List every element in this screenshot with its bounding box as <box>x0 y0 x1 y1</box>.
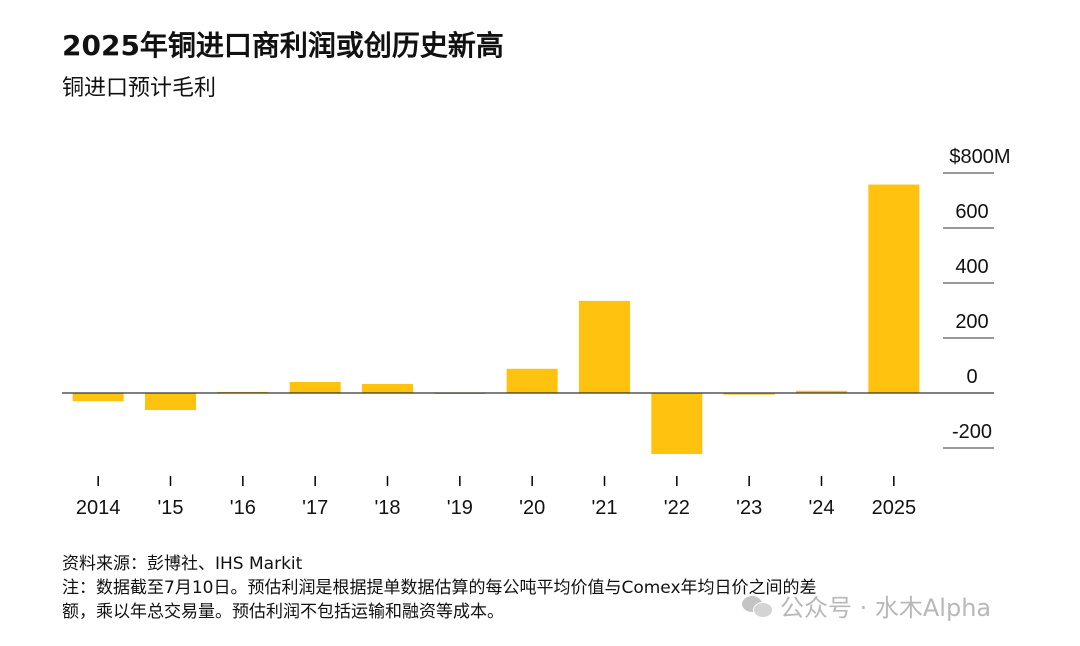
bar <box>362 383 413 393</box>
chart-subtitle: 铜进口预计毛利 <box>62 76 217 101</box>
bar <box>72 393 124 402</box>
x-tick-label: '17 <box>302 497 328 519</box>
bar <box>145 393 196 411</box>
note-line-2: 额，乘以年总交易量。预估利润不包括运输和融资等成本。 <box>62 602 504 622</box>
bar <box>723 393 775 395</box>
watermark: 公众号 · 水木Alpha <box>742 588 991 623</box>
wechat-icon <box>742 594 773 618</box>
x-tick-label: '19 <box>447 497 473 519</box>
x-tick-label: '24 <box>808 497 834 519</box>
chart-title: 2025年铜进口商利润或创历史新高 <box>62 29 504 62</box>
x-tick-label: 2025 <box>872 497 917 519</box>
x-tick-label: '15 <box>157 497 183 519</box>
bar <box>579 300 630 393</box>
y-tick-label: $800M <box>949 146 1010 168</box>
x-tick-label: '18 <box>374 497 400 519</box>
bar <box>506 368 558 393</box>
bar <box>651 393 703 455</box>
bar <box>868 184 920 393</box>
x-tick-label: 2014 <box>76 497 121 519</box>
note-line-1: 注：数据截至7月10日。预估利润是根据提单数据估算的每公吨平均价值与Comex年… <box>62 578 817 598</box>
y-tick-label: -200 <box>952 421 992 443</box>
y-tick-label: 400 <box>955 256 988 278</box>
watermark-text: 公众号 · 水木Alpha <box>780 594 992 622</box>
source-text: 资料来源：彭博社、IHS Markit <box>62 554 303 574</box>
y-tick-label: 600 <box>955 201 988 223</box>
x-tick-label: '20 <box>519 497 545 519</box>
x-tick-label: '23 <box>736 497 762 519</box>
x-tick-label: '22 <box>664 497 690 519</box>
y-tick-label: 200 <box>955 311 988 333</box>
y-tick-label: 0 <box>966 366 977 388</box>
chart-footer: 资料来源：彭博社、IHS Markit 注：数据截至7月10日。预估利润是根据提… <box>62 552 1022 624</box>
bar <box>289 382 341 393</box>
bar <box>796 390 847 393</box>
x-tick-label: '16 <box>230 497 256 519</box>
x-tick-label: '21 <box>591 497 617 519</box>
